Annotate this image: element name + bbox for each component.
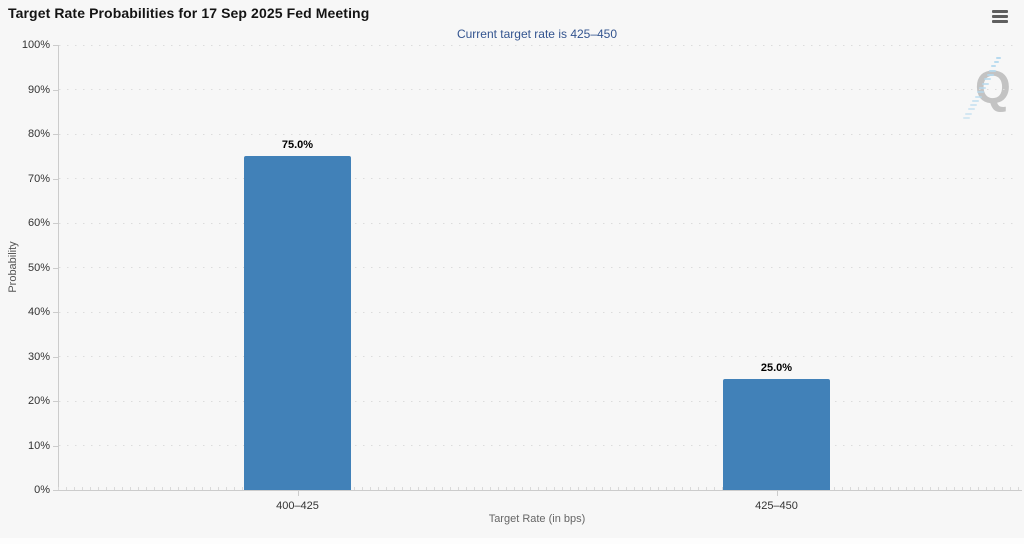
- y-axis-tick: [53, 45, 58, 46]
- y-tick-label: 100%: [21, 39, 50, 51]
- gridline: [59, 133, 1017, 135]
- y-axis-tick: [53, 134, 58, 135]
- y-tick-label: 60%: [27, 217, 50, 229]
- y-axis-tick: [53, 223, 58, 224]
- page-background-strip: [0, 538, 1024, 544]
- bar-value-label: 75.0%: [281, 139, 314, 152]
- plot-area: [58, 44, 1017, 490]
- y-tick-label: 10%: [27, 439, 50, 452]
- chart-title: Target Rate Probabilities for 17 Sep 202…: [8, 5, 370, 21]
- y-axis-tick: [53, 401, 58, 402]
- y-tick-label: 20%: [27, 395, 50, 407]
- hamburger-menu-icon: [992, 9, 1008, 23]
- gridline: [59, 400, 1017, 402]
- gridline: [59, 311, 1017, 313]
- y-axis-tick: [53, 178, 58, 180]
- x-axis-tick: [776, 491, 778, 496]
- y-tick-label: 50%: [27, 261, 50, 274]
- y-axis-tick: [53, 89, 58, 91]
- y-tick-label: 40%: [27, 306, 50, 318]
- gridline: [59, 178, 1017, 179]
- y-tick-label: 70%: [27, 172, 50, 185]
- y-axis-tick: [53, 490, 58, 491]
- gridline: [59, 356, 1017, 357]
- x-axis-minor-ticks: [58, 487, 1022, 490]
- chart-context-menu-button[interactable]: [989, 7, 1011, 25]
- y-tick-label: 80%: [27, 128, 50, 140]
- x-tick-label: 400–425: [276, 500, 319, 512]
- gridline: [59, 445, 1017, 446]
- x-tick-label: 425–450: [755, 500, 798, 512]
- y-tick-label: 30%: [27, 350, 50, 363]
- y-axis-tick: [53, 356, 58, 358]
- y-tick-label: 90%: [27, 83, 50, 96]
- gridline: [59, 89, 1017, 90]
- gridline: [59, 222, 1017, 224]
- probability-bar[interactable]: [723, 378, 830, 490]
- x-axis-tick: [297, 491, 299, 496]
- y-axis-tick: [53, 312, 58, 313]
- bar-value-label: 25.0%: [760, 361, 793, 374]
- y-tick-label: 0%: [34, 484, 50, 496]
- y-axis-tick: [53, 445, 58, 447]
- x-axis-line: [58, 490, 1022, 491]
- x-axis-title: Target Rate (in bps): [488, 513, 586, 525]
- chart-subtitle: Current target rate is 425–450: [456, 27, 618, 41]
- gridline: [59, 44, 1017, 46]
- probability-bar[interactable]: [244, 156, 351, 490]
- gridline: [59, 267, 1017, 268]
- y-axis-tick: [53, 267, 58, 269]
